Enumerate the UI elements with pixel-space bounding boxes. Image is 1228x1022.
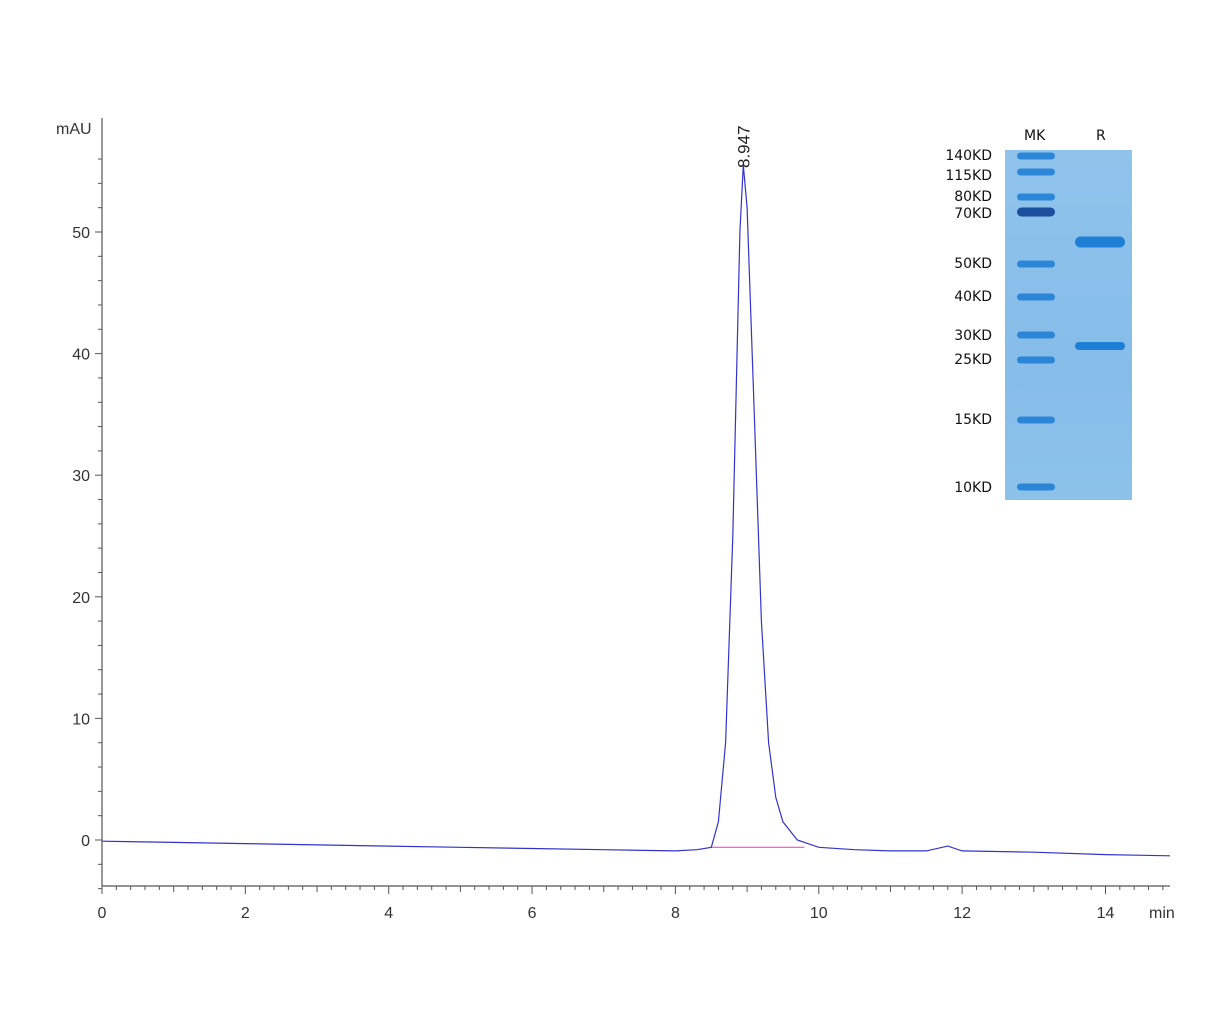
gel-marker-label: 40KD <box>954 289 992 305</box>
y-tick-label: 40 <box>72 347 90 364</box>
gel-header-marker: MK <box>1024 128 1046 144</box>
gel-marker-band <box>1017 207 1055 217</box>
x-tick-label: 2 <box>241 905 250 922</box>
gel-sample-band <box>1075 236 1125 248</box>
y-tick-label: 30 <box>72 468 90 485</box>
gel-sample-band <box>1075 342 1125 350</box>
gel-marker-band <box>1017 331 1055 339</box>
x-axis-ticks: 0 2 4 6 8 10 12 14 <box>98 886 1164 922</box>
gel-marker-band <box>1017 356 1055 364</box>
x-tick-label: 10 <box>810 905 828 922</box>
series-line <box>101 165 1171 857</box>
x-tick-label: 6 <box>528 905 537 922</box>
gel-marker-label: 70KD <box>954 206 992 222</box>
y-tick-label: 20 <box>72 590 90 607</box>
gel-image <box>1005 150 1132 500</box>
peak-label: 8.947 <box>734 125 753 168</box>
gel-marker-band <box>1017 193 1055 201</box>
sds-page-gel-inset: MK R 140KD 115KD 80KD 70KD 50KD 40KD 30KD 25KD 1… <box>930 120 1150 510</box>
x-tick-label: 8 <box>671 905 680 922</box>
gel-marker-label: 30KD <box>954 328 992 344</box>
x-tick-label: 12 <box>953 905 971 922</box>
gel-marker-label: 25KD <box>954 352 992 368</box>
y-axis-label: mAU <box>56 121 92 138</box>
gel-marker-label: 140KD <box>945 148 992 164</box>
gel-marker-band <box>1017 483 1055 491</box>
gel-marker-band <box>1017 416 1055 424</box>
gel-header-sample: R <box>1096 128 1106 144</box>
gel-marker-band <box>1017 293 1055 301</box>
gel-marker-label: 10KD <box>954 480 992 496</box>
gel-marker-label: 50KD <box>954 256 992 272</box>
gel-marker-band <box>1017 168 1055 176</box>
gel-marker-label: 15KD <box>954 412 992 428</box>
gel-marker-label: 115KD <box>945 168 992 184</box>
gel-marker-band <box>1017 260 1055 268</box>
gel-marker-label: 80KD <box>954 189 992 205</box>
x-tick-label: 14 <box>1097 905 1115 922</box>
y-tick-label: 10 <box>72 711 90 728</box>
gel-marker-band <box>1017 152 1055 160</box>
y-tick-label: 50 <box>72 225 90 242</box>
y-tick-label: 0 <box>81 833 90 850</box>
x-tick-label: 0 <box>98 905 107 922</box>
y-axis-ticks: 0 10 20 30 40 50 <box>72 158 102 890</box>
x-axis-label: min <box>1149 905 1175 922</box>
x-tick-label: 4 <box>384 905 393 922</box>
